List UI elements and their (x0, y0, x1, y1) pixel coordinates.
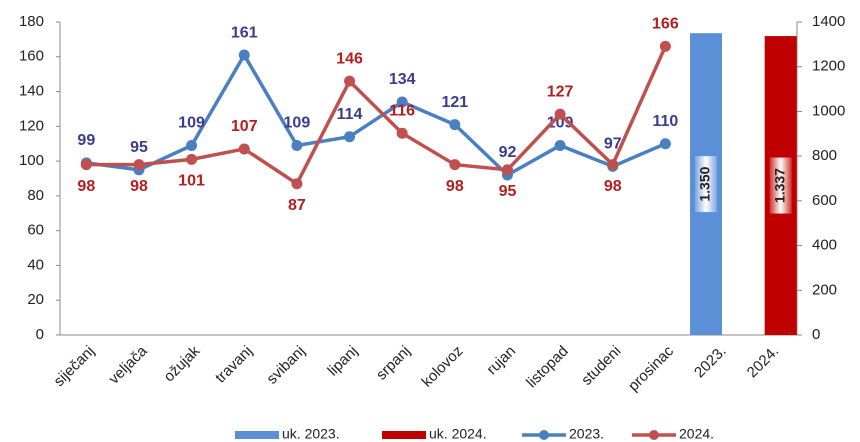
y-tick-label: 120 (19, 117, 44, 134)
x-tick-label: ožujak (161, 342, 204, 385)
x-tick-label: rujan (483, 343, 519, 379)
marker (396, 127, 408, 139)
data-label: 110 (652, 113, 678, 130)
data-label: 87 (288, 197, 306, 214)
marker (659, 40, 671, 52)
y-tick-label: 40 (27, 256, 44, 273)
y-tick-label: 180 (19, 13, 44, 30)
data-label: 127 (547, 83, 574, 100)
legend-label: uk. 2024. (429, 426, 487, 442)
x-tick-label: prosinac (625, 342, 677, 394)
x-tick-label: veljača (106, 342, 152, 388)
y2-tick-label: 400 (812, 237, 837, 254)
data-label: 121 (441, 94, 468, 111)
legend-marker (539, 430, 549, 440)
marker (238, 49, 250, 61)
x-tick-label: travanj (212, 343, 256, 387)
legend-swatch (235, 431, 279, 439)
marker (238, 143, 250, 155)
marker (80, 159, 92, 171)
data-label: 97 (604, 136, 622, 153)
data-label: 98 (130, 178, 148, 195)
data-label: 95 (130, 139, 148, 156)
y2-tick-label: 0 (812, 326, 820, 343)
data-label: 146 (336, 50, 363, 67)
y-tick-label: 140 (19, 83, 44, 100)
legend-label: 2024. (679, 426, 714, 442)
data-label: 98 (77, 178, 95, 195)
x-tick-label: listopad (523, 343, 572, 392)
marker (449, 159, 461, 171)
y2-tick-label: 1000 (812, 102, 845, 119)
x-tick-label: siječanj (51, 343, 98, 390)
data-label: 114 (337, 106, 363, 123)
marker (607, 159, 619, 171)
data-label: 109 (178, 115, 205, 132)
line (86, 45, 667, 187)
y-tick-label: 0 (36, 326, 44, 343)
marker (501, 164, 513, 176)
data-label: 166 (652, 16, 679, 33)
data-label: 101 (178, 173, 205, 190)
bar-label: 1.350 (697, 166, 713, 201)
bar-label-box (695, 156, 718, 213)
data-label: 109 (284, 115, 311, 132)
x-tick-label: 2023. (691, 343, 730, 382)
legend-swatch (382, 431, 426, 439)
x-tick-label: studeni (578, 343, 624, 389)
marker (554, 139, 566, 151)
y2-tick-label: 1400 (812, 13, 845, 30)
marker (449, 119, 461, 131)
data-label: 92 (499, 144, 517, 161)
y2-tick-label: 1200 (812, 58, 845, 75)
data-label: 161 (231, 24, 258, 41)
data-label: 134 (389, 71, 416, 88)
data-label: 116 (389, 103, 415, 120)
y2-tick-label: 600 (812, 192, 837, 209)
data-label: 98 (446, 178, 464, 195)
y-tick-label: 160 (19, 48, 44, 65)
bar-label: 1.337 (771, 168, 787, 203)
x-tick-label: kolovoz (418, 343, 466, 391)
legend-marker (649, 430, 659, 440)
line (86, 51, 667, 178)
data-label: 98 (604, 178, 622, 195)
x-tick-label: lipanj (324, 343, 361, 380)
legend-label: 2023. (569, 426, 604, 442)
data-label: 95 (499, 183, 517, 200)
marker (291, 139, 303, 151)
data-label: 99 (77, 132, 95, 149)
marker (186, 153, 198, 165)
marker (659, 138, 671, 150)
bar-label-box (769, 157, 792, 214)
y-tick-label: 80 (27, 187, 44, 204)
marker (344, 75, 356, 87)
x-tick-label: srpanj (373, 343, 414, 384)
marker (396, 96, 408, 108)
data-label: 107 (231, 118, 258, 135)
marker (344, 131, 356, 143)
y2-tick-label: 800 (812, 147, 837, 164)
marker (554, 108, 566, 120)
legend-label: uk. 2023. (282, 426, 340, 442)
marker (291, 178, 303, 190)
marker (186, 139, 198, 151)
y2-tick-label: 200 (812, 281, 837, 298)
x-tick-label: svibanj (263, 343, 308, 388)
x-tick-label: 2024. (744, 343, 783, 382)
y-tick-label: 100 (19, 152, 44, 169)
marker (133, 159, 145, 171)
y-tick-label: 20 (27, 291, 44, 308)
y-tick-label: 60 (27, 222, 44, 239)
